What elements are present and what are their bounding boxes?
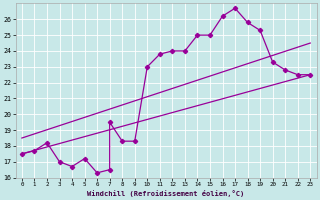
X-axis label: Windchill (Refroidissement éolien,°C): Windchill (Refroidissement éolien,°C) bbox=[87, 190, 245, 197]
